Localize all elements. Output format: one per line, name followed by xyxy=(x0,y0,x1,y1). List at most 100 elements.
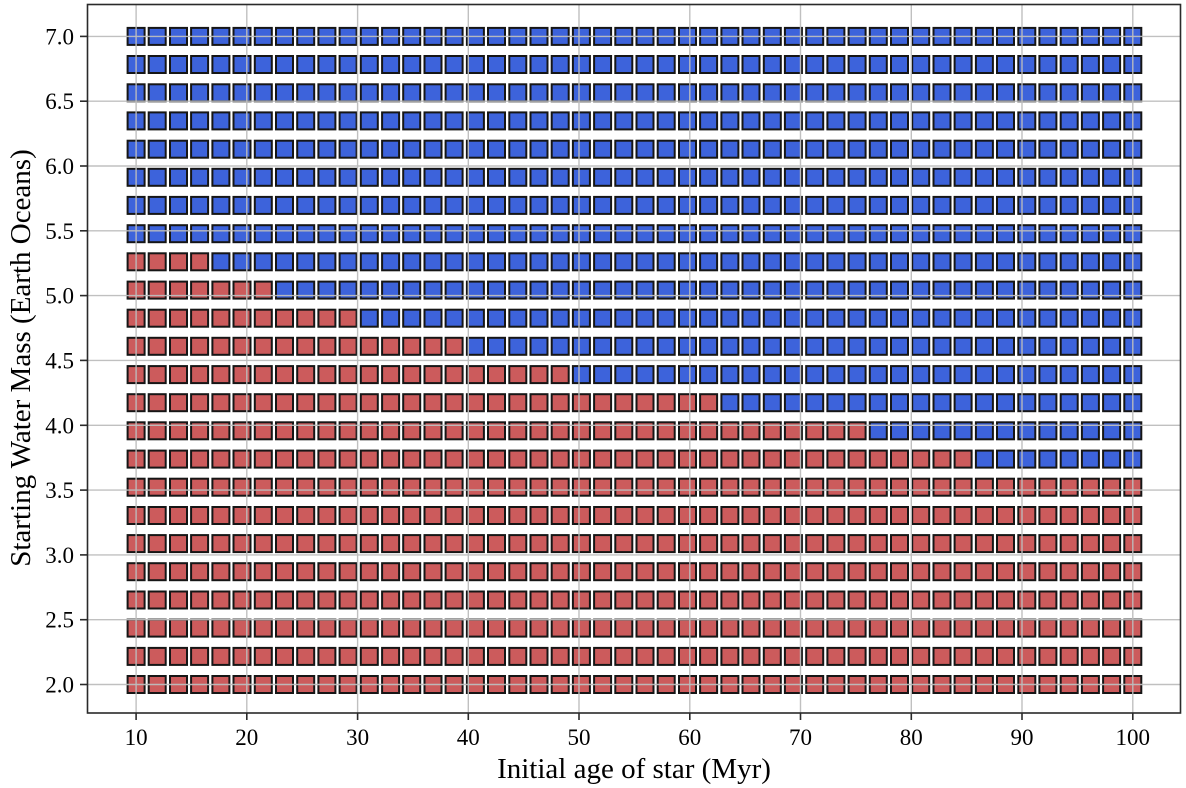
data-point xyxy=(1102,421,1122,441)
data-point xyxy=(996,83,1015,103)
data-point xyxy=(465,336,485,356)
data-point xyxy=(614,534,634,554)
data-point xyxy=(296,590,316,610)
data-point xyxy=(359,252,379,272)
data-point xyxy=(147,224,167,244)
data-point xyxy=(1017,590,1037,610)
data-point xyxy=(1038,590,1058,610)
data-point xyxy=(996,195,1015,215)
data-point xyxy=(190,195,210,215)
data-point xyxy=(593,365,613,385)
data-point xyxy=(1102,506,1122,525)
data-point xyxy=(868,280,888,300)
data-point xyxy=(741,618,761,638)
y-tick-label: 4.0 xyxy=(45,413,74,438)
data-point xyxy=(508,590,528,610)
data-point xyxy=(550,393,570,413)
data-point xyxy=(847,111,867,131)
data-point xyxy=(847,449,867,469)
data-point xyxy=(911,195,931,215)
data-point xyxy=(232,449,252,469)
data-point xyxy=(932,421,952,441)
data-point xyxy=(487,449,506,469)
data-point xyxy=(487,365,506,385)
data-point xyxy=(911,506,931,525)
data-point xyxy=(805,308,825,328)
data-point xyxy=(911,83,931,103)
data-point xyxy=(1017,111,1037,131)
data-point xyxy=(275,111,294,131)
data-point xyxy=(593,421,613,441)
data-point xyxy=(1038,55,1058,74)
data-point xyxy=(826,83,846,103)
data-point xyxy=(890,280,909,300)
data-point xyxy=(911,308,931,328)
data-point xyxy=(932,506,952,525)
data-point xyxy=(741,506,761,525)
data-point xyxy=(444,252,464,272)
data-point xyxy=(911,562,931,582)
data-point xyxy=(529,224,549,244)
data-point xyxy=(996,590,1015,610)
data-point xyxy=(868,506,888,525)
data-point xyxy=(465,365,485,385)
data-point xyxy=(1080,83,1100,103)
data-point xyxy=(529,477,549,497)
data-point xyxy=(317,590,337,610)
data-point xyxy=(1059,365,1079,385)
data-point xyxy=(147,618,167,638)
plot-border xyxy=(86,3,1182,714)
y-tick-label: 5.5 xyxy=(45,219,74,244)
data-point xyxy=(614,421,634,441)
data-point xyxy=(614,336,634,356)
data-point xyxy=(444,477,464,497)
data-point xyxy=(1038,336,1058,356)
data-point xyxy=(783,590,803,610)
data-point xyxy=(741,449,761,469)
data-point xyxy=(275,449,294,469)
data-point xyxy=(826,224,846,244)
data-point xyxy=(932,308,952,328)
data-point xyxy=(296,421,316,441)
data-point xyxy=(890,534,909,554)
data-point xyxy=(253,252,273,272)
data-point xyxy=(635,590,655,610)
data-point xyxy=(423,534,443,554)
data-point xyxy=(359,421,379,441)
data-point xyxy=(614,393,634,413)
data-point xyxy=(275,590,294,610)
data-point xyxy=(1102,252,1122,272)
data-point xyxy=(783,562,803,582)
data-point xyxy=(529,393,549,413)
data-point xyxy=(317,506,337,525)
data-point xyxy=(232,477,252,497)
data-point xyxy=(1102,111,1122,131)
data-point xyxy=(381,590,401,610)
data-point xyxy=(1102,449,1122,469)
data-point xyxy=(529,280,549,300)
x-tick-label: 60 xyxy=(678,725,701,750)
data-point xyxy=(147,167,167,187)
data-point xyxy=(317,280,337,300)
x-tick-label: 30 xyxy=(346,725,369,750)
data-point xyxy=(996,506,1015,525)
data-point xyxy=(317,55,337,74)
data-point xyxy=(571,618,591,638)
data-point xyxy=(402,534,422,554)
data-point xyxy=(911,421,931,441)
data-point xyxy=(783,336,803,356)
data-point xyxy=(508,83,528,103)
data-point xyxy=(402,590,422,610)
data-point xyxy=(381,252,401,272)
data-point xyxy=(614,55,634,74)
data-point xyxy=(996,308,1015,328)
data-point xyxy=(1102,562,1122,582)
data-point xyxy=(593,336,613,356)
data-point xyxy=(465,393,485,413)
data-point xyxy=(826,477,846,497)
data-point xyxy=(296,506,316,525)
data-point xyxy=(317,562,337,582)
data-point xyxy=(593,252,613,272)
data-point xyxy=(868,393,888,413)
data-point xyxy=(932,449,952,469)
